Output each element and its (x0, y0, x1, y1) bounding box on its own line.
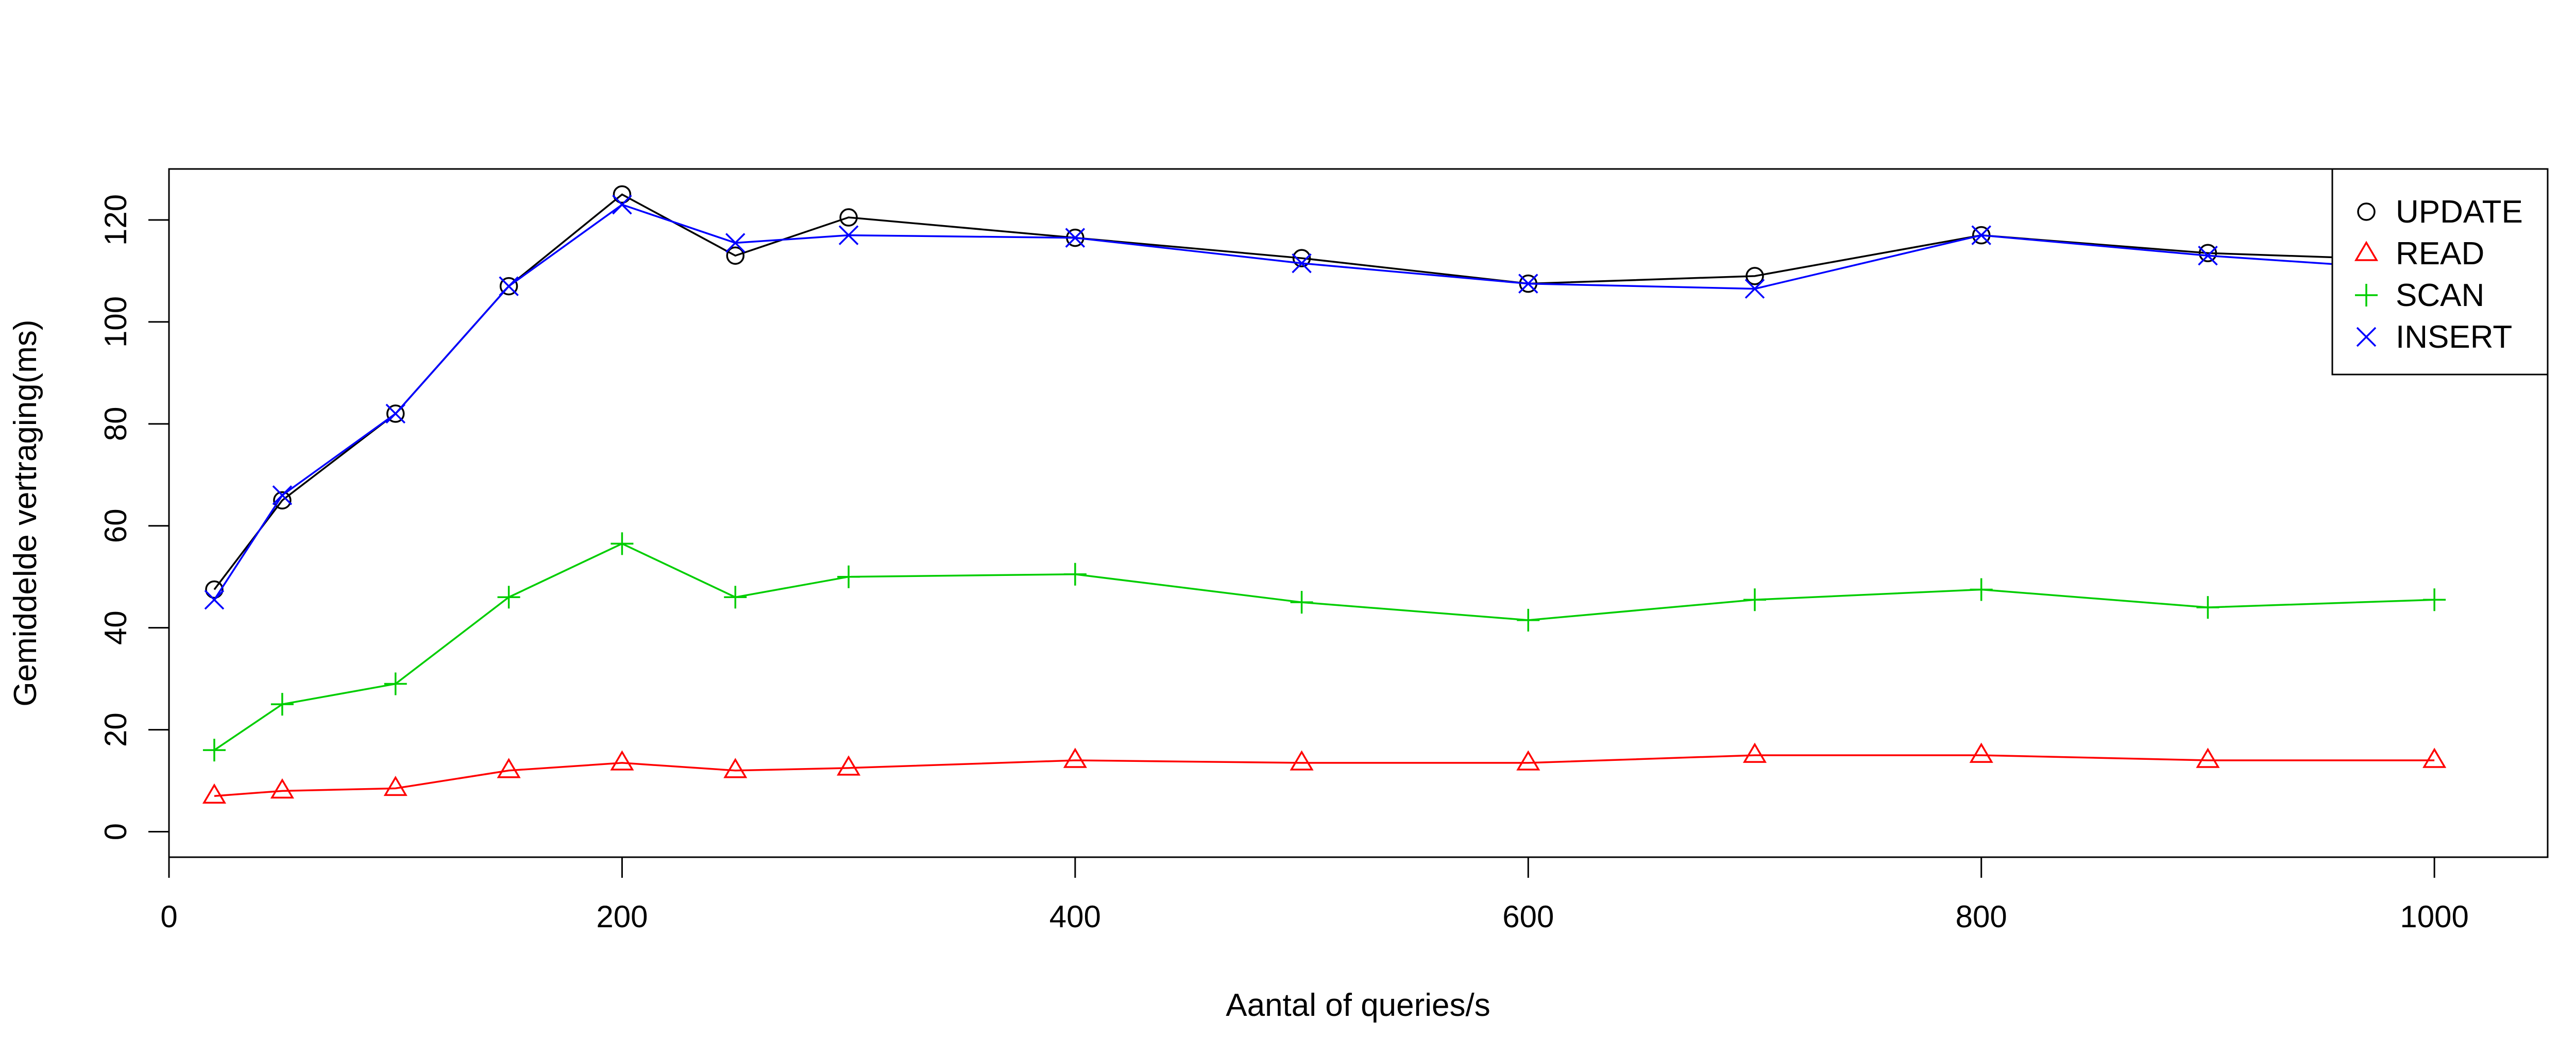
data-point-scan (724, 586, 747, 609)
data-point-update (1745, 267, 1764, 285)
x-axis-title: Aantal of queries/s (1226, 988, 1490, 1023)
data-point-scan (1290, 591, 1313, 614)
data-point-insert (1065, 228, 1086, 248)
data-point-read (1969, 742, 1993, 763)
legend-marker-scan (2355, 284, 2378, 307)
series-line-scan (213, 542, 2435, 751)
data-point-update (386, 404, 405, 423)
data-point-insert (385, 403, 405, 424)
data-point-update (2198, 244, 2217, 263)
data-point-update (839, 208, 858, 227)
series-insert (204, 195, 2445, 610)
data-point-read (1742, 742, 1767, 763)
data-point-scan (497, 586, 520, 609)
data-point-scan (270, 693, 294, 716)
data-point-insert (272, 485, 293, 505)
data-point-read (1063, 747, 1087, 768)
data-point-scan (2423, 588, 2446, 611)
data-point-insert (2198, 245, 2218, 266)
data-point-update (273, 491, 292, 510)
x-tick-label: 1000 (2400, 899, 2468, 934)
x-axis: 0 200 400 600 800 1000 (160, 856, 2469, 934)
data-point-scan (1743, 588, 1766, 611)
data-point-scan (1970, 578, 1993, 601)
y-tick-label: 100 (98, 296, 133, 348)
data-point-read (837, 755, 861, 776)
y-axis: 0 20 40 60 80 100 120 (98, 194, 170, 840)
x-tick-label: 0 (160, 899, 177, 934)
x-tick-label: 800 (1956, 899, 2007, 934)
y-tick-label: 60 (98, 508, 133, 543)
data-point-read (202, 783, 227, 804)
data-point-insert (612, 195, 632, 215)
legend-marker-read (2354, 241, 2379, 261)
data-point-insert (204, 590, 225, 610)
data-point-read (610, 750, 634, 771)
legend-marker-insert (2356, 327, 2377, 347)
data-point-read (2422, 747, 2447, 768)
series-scan (202, 532, 2446, 762)
data-point-update (205, 580, 224, 599)
data-point-scan (202, 739, 226, 762)
data-point-read (383, 775, 408, 796)
data-point-scan (1063, 563, 1087, 586)
data-point-insert (1518, 274, 1538, 294)
data-point-insert (1744, 279, 1765, 299)
data-point-read (1516, 750, 1540, 771)
data-point-insert (725, 233, 745, 253)
data-point-update (499, 277, 518, 296)
legend-label-scan: SCAN (2396, 278, 2484, 313)
x-tick-label: 200 (596, 899, 648, 934)
x-tick-label: 400 (1049, 899, 1101, 934)
data-point-update (1292, 249, 1311, 267)
data-point-read (270, 778, 294, 799)
data-point-read (2196, 747, 2220, 768)
y-tick-label: 120 (98, 194, 133, 246)
series-line-read (214, 754, 2435, 797)
data-point-update (726, 246, 745, 265)
data-point-insert (1971, 225, 1991, 245)
data-point-scan (384, 672, 407, 695)
data-point-read (497, 758, 521, 778)
y-tick-label: 80 (98, 406, 133, 441)
data-point-read (723, 758, 748, 778)
y-tick-label: 20 (98, 712, 133, 747)
data-point-read (1290, 750, 1314, 771)
y-tick-label: 40 (98, 610, 133, 645)
legend-label-insert: INSERT (2396, 319, 2512, 355)
data-point-update (613, 185, 632, 204)
legend-label-update: UPDATE (2396, 194, 2523, 230)
data-point-scan (1517, 608, 1540, 632)
legend: UPDATE READ SCAN INSERT (2331, 168, 2549, 376)
y-axis-title: Gemiddelde vertraging(ms) (8, 319, 43, 706)
x-tick-label: 600 (1502, 899, 1554, 934)
series-line-insert (213, 203, 2435, 601)
y-tick-label: 0 (98, 823, 133, 840)
legend-marker-update (2357, 202, 2376, 221)
series-read (202, 742, 2447, 804)
data-point-insert (838, 225, 859, 245)
data-point-scan (611, 532, 634, 555)
data-point-insert (499, 276, 519, 296)
series-update (205, 185, 2444, 599)
legend-label-read: READ (2396, 236, 2484, 271)
data-point-scan (2196, 596, 2219, 619)
data-point-scan (837, 565, 860, 588)
data-point-insert (1292, 253, 1312, 274)
series-line-update (213, 193, 2435, 590)
series-layer (202, 185, 2447, 804)
